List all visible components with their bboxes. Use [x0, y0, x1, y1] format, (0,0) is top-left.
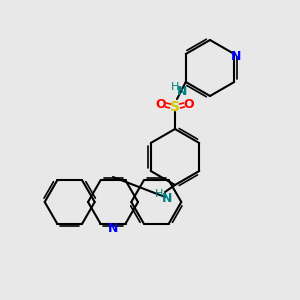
Text: H: H [155, 189, 163, 199]
Text: O: O [184, 98, 194, 112]
Text: S: S [170, 100, 180, 114]
Text: H: H [171, 82, 180, 92]
Text: N: N [162, 193, 172, 206]
Text: N: N [231, 50, 242, 64]
Text: N: N [177, 85, 188, 98]
Text: N: N [108, 223, 118, 236]
Text: O: O [156, 98, 166, 112]
